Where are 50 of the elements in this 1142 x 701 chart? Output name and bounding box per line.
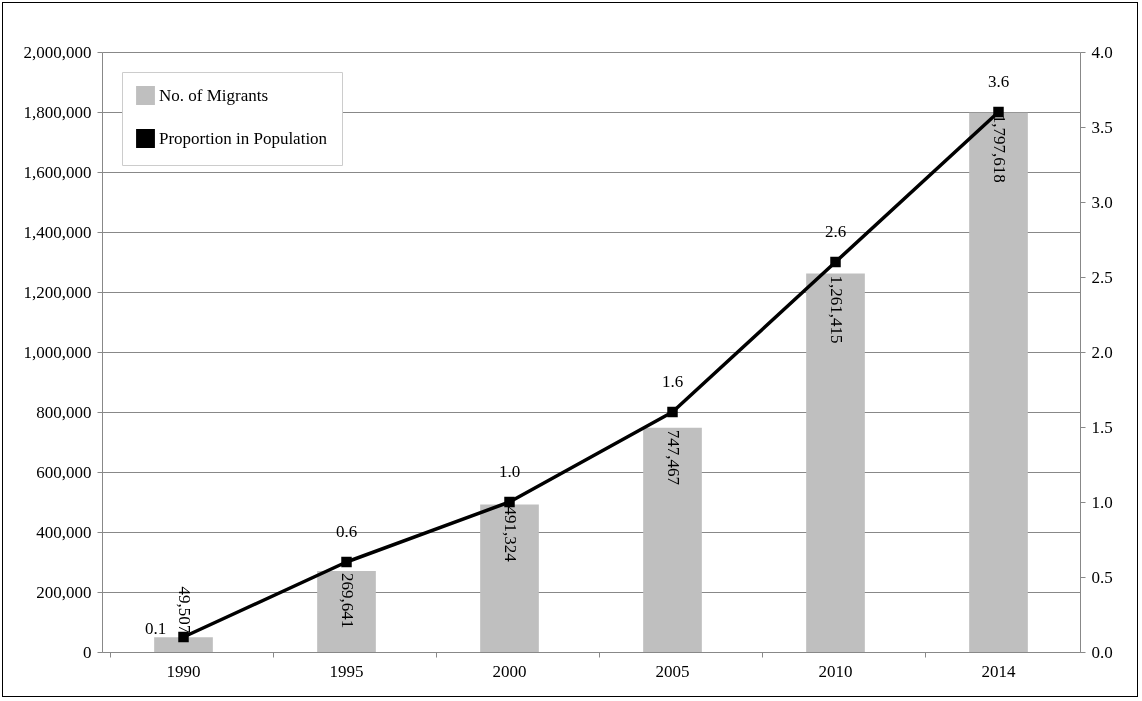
data-label: 0.6 <box>335 522 358 541</box>
x-tick-label: 2005 <box>655 661 690 681</box>
x-tick-label: 2014 <box>981 661 1016 681</box>
bar <box>154 637 213 652</box>
x-tick-label: 1995 <box>329 661 364 681</box>
legend-label: No. of Migrants <box>159 85 269 105</box>
bar <box>480 504 539 652</box>
y2-tick-label: 0.0 <box>1091 642 1113 662</box>
y-tick-label: 1,200,000 <box>23 282 92 302</box>
y-tick-label: 400,000 <box>36 522 92 542</box>
point <box>667 406 678 418</box>
y2-tick-label: 0.5 <box>1091 567 1113 587</box>
y-tick-label: 1,400,000 <box>23 222 92 242</box>
data-label: 0.1 <box>144 619 167 638</box>
y2-tick-label: 1.0 <box>1091 492 1113 512</box>
data-label: 49,507 <box>174 586 194 634</box>
y2-tick-label: 2.0 <box>1091 342 1113 362</box>
y-tick-label: 1,600,000 <box>23 162 92 182</box>
data-label: 2.6 <box>824 222 847 241</box>
x-tick-label: 2000 <box>492 661 527 681</box>
bar <box>806 273 865 652</box>
data-label: 1.0 <box>498 462 521 481</box>
y2-tick-label: 4.0 <box>1091 42 1113 62</box>
data-label: 491,324 <box>500 506 520 563</box>
legend-label: Proportion in Population <box>159 128 328 148</box>
y-tick-label: 800,000 <box>36 402 92 422</box>
y-tick-label: 200,000 <box>36 582 92 602</box>
point <box>830 256 841 268</box>
point <box>341 556 352 568</box>
y-tick-label: 600,000 <box>36 462 92 482</box>
data-label: 1.6 <box>661 372 684 391</box>
point <box>504 496 515 508</box>
y2-tick-label: 2.5 <box>1091 267 1113 287</box>
data-label: 1,797,618 <box>989 114 1009 183</box>
bar <box>969 112 1028 652</box>
data-label: 1,261,415 <box>826 275 846 344</box>
y2-tick-label: 3.0 <box>1091 192 1113 212</box>
bar <box>643 427 702 652</box>
y2-tick-label: 3.5 <box>1091 117 1113 137</box>
bar <box>317 571 376 652</box>
x-tick-label: 2010 <box>818 661 853 681</box>
y-tick-label: 2,000,000 <box>23 42 92 62</box>
y-tick-label: 0 <box>83 642 92 662</box>
data-label: 747,467 <box>663 429 683 486</box>
x-tick-label: 1990 <box>166 661 201 681</box>
data-label: 269,641 <box>337 573 357 629</box>
y2-tick-label: 1.5 <box>1091 417 1113 437</box>
y-tick-label: 1,800,000 <box>23 102 92 122</box>
data-label: 3.6 <box>987 72 1010 91</box>
y-tick-label: 1,000,000 <box>23 342 92 362</box>
